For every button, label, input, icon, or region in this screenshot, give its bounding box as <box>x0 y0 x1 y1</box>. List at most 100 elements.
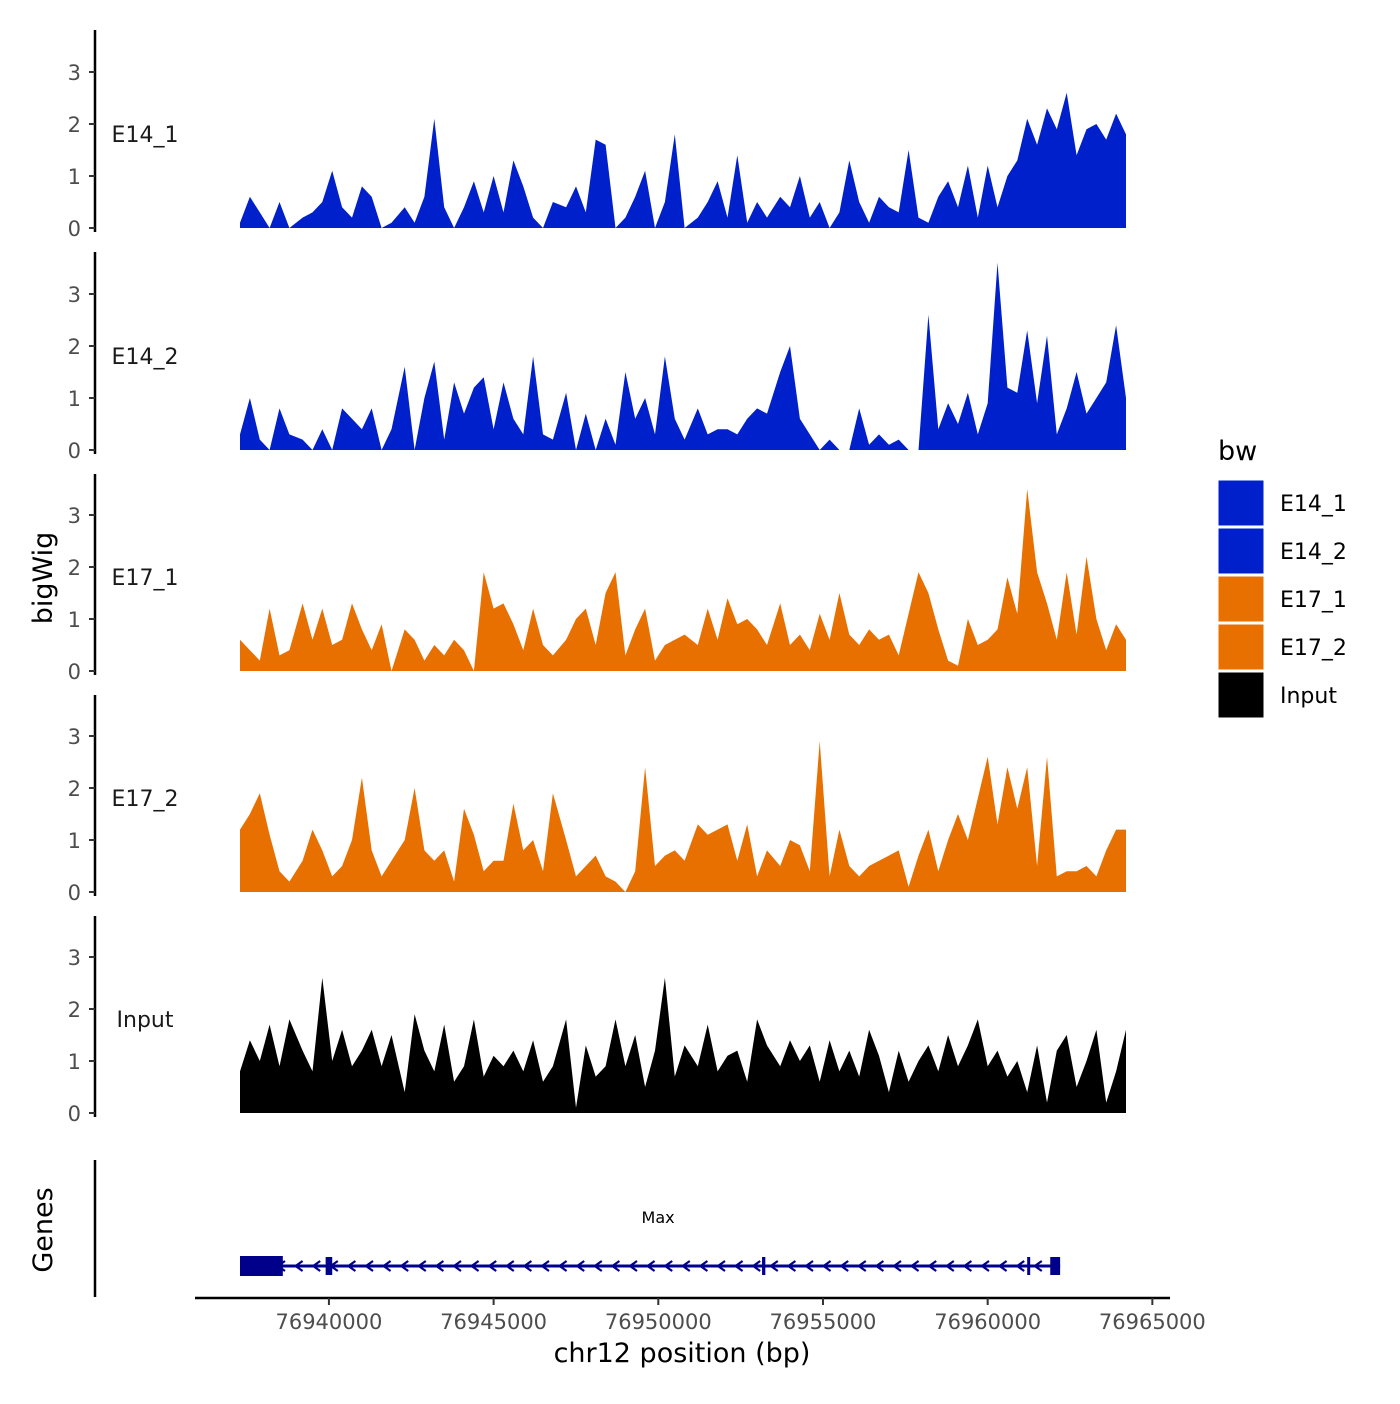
y-tick-label: 2 <box>68 113 81 137</box>
strand-arrow <box>575 1260 585 1272</box>
area-E14_1 <box>240 92 1126 228</box>
track-E14_2: 0 1 2 3 E14_2 <box>68 252 1126 463</box>
strand-arrow <box>980 1260 990 1272</box>
track-label: E17_2 <box>112 787 179 812</box>
strand-arrow <box>434 1260 445 1272</box>
strand-arrow <box>399 1260 409 1272</box>
strand-arrow <box>663 1260 673 1272</box>
x-tick-label: 76950000 <box>605 1310 712 1334</box>
strand-arrow <box>698 1260 709 1272</box>
coverage-tracks: 0 1 2 3 E14_1 0 1 2 3 E14_2 0 1 2 3 E17_1 0 1 2 3 E17_2 0 1 2 3… <box>68 30 1126 1126</box>
strand-arrow <box>821 1260 832 1272</box>
legend-item-E14_1: E14_1 <box>1217 479 1347 527</box>
strand-arrow <box>839 1260 849 1272</box>
strand-arrow <box>487 1260 497 1272</box>
y-tick-label: 0 <box>68 660 81 684</box>
strand-arrow <box>610 1260 621 1272</box>
strand-arrow <box>927 1260 937 1272</box>
gene-exon <box>762 1257 766 1275</box>
gene-panel: Max <box>93 1160 1061 1297</box>
strand-arrow <box>645 1260 656 1272</box>
strand-arrow <box>944 1260 955 1272</box>
y-tick-label: 3 <box>68 61 81 85</box>
gene-exon <box>325 1257 333 1275</box>
legend-label: E17_2 <box>1280 636 1347 661</box>
strand-arrow <box>804 1260 814 1272</box>
legend-label: E17_1 <box>1280 588 1347 613</box>
area-E17_2 <box>240 741 1126 892</box>
strand-arrow <box>680 1260 691 1272</box>
track-E17_2: 0 1 2 3 E17_2 <box>68 695 1126 905</box>
y-tick-label: 0 <box>68 1102 81 1126</box>
strand-arrow <box>909 1260 920 1272</box>
y-tick-label: 3 <box>68 504 81 528</box>
area-Input <box>240 977 1126 1113</box>
track-label: E14_2 <box>112 345 179 370</box>
y-tick-label: 0 <box>68 217 81 241</box>
track-label: E14_1 <box>112 123 179 148</box>
legend-label: E14_1 <box>1280 492 1347 517</box>
legend-item-Input: Input <box>1217 671 1337 719</box>
y-tick-label: 1 <box>68 387 81 411</box>
x-tick-label: 76965000 <box>1099 1310 1206 1334</box>
area-E17_1 <box>240 489 1126 671</box>
strand-arrow <box>592 1260 603 1272</box>
legend-item-E14_2: E14_2 <box>1217 527 1347 575</box>
strand-arrow <box>364 1260 374 1272</box>
legend-swatch <box>1217 671 1265 719</box>
x-axis-title: chr12 position (bp) <box>554 1338 811 1369</box>
y-tick-label: 3 <box>68 283 81 307</box>
legend-label: Input <box>1280 684 1337 709</box>
y-tick-label: 0 <box>68 881 81 905</box>
legend-swatch <box>1217 479 1265 527</box>
strand-arrow <box>892 1260 902 1272</box>
strand-arrow <box>997 1260 1008 1272</box>
y-axis-title: bigWig <box>28 532 59 625</box>
strand-arrow <box>856 1260 867 1272</box>
y-tick-label: 1 <box>68 1050 81 1074</box>
strand-arrow <box>416 1260 427 1272</box>
legend-label: E14_2 <box>1280 540 1347 565</box>
x-tick-label: 76945000 <box>440 1310 547 1334</box>
y-tick-label: 1 <box>68 165 81 189</box>
gene-exon <box>1027 1257 1031 1275</box>
y-tick-label: 3 <box>68 725 81 749</box>
legend: bw E14_1 E14_2 E17_1 E17_2 Input <box>1217 436 1347 719</box>
strand-arrow <box>751 1260 761 1272</box>
strand-arrow <box>346 1260 357 1272</box>
y-tick-label: 3 <box>68 946 81 970</box>
y-tick-label: 2 <box>68 777 81 801</box>
legend-swatch <box>1217 527 1265 575</box>
strand-arrow <box>311 1260 321 1272</box>
strand-arrow <box>381 1260 392 1272</box>
strand-arrow <box>293 1260 304 1272</box>
legend-item-E17_1: E17_1 <box>1217 575 1347 623</box>
legend-item-E17_2: E17_2 <box>1217 623 1347 671</box>
strand-arrow <box>540 1260 550 1272</box>
track-Input: 0 1 2 3 Input <box>68 916 1126 1126</box>
gene-label: Max <box>642 1208 675 1227</box>
strand-arrow <box>786 1260 797 1272</box>
strand-arrow <box>557 1260 568 1272</box>
y-tick-label: 2 <box>68 335 81 359</box>
legend-title: bw <box>1218 436 1257 467</box>
x-axis: 76940000 76945000 76950000 76955000 76960000… <box>195 1296 1206 1334</box>
track-label: E17_1 <box>112 566 179 591</box>
strand-arrow <box>522 1260 533 1272</box>
legend-swatch <box>1217 575 1265 623</box>
y-tick-label: 2 <box>68 556 81 580</box>
x-tick-label: 76940000 <box>275 1310 382 1334</box>
track-label: Input <box>117 1008 174 1033</box>
y-tick-label: 2 <box>68 998 81 1022</box>
x-tick-label: 76960000 <box>934 1310 1041 1334</box>
strand-arrow <box>733 1260 744 1272</box>
gene-Max: Max <box>240 1208 1061 1276</box>
strand-arrow <box>504 1260 515 1272</box>
genes-axis-title: Genes <box>28 1187 59 1272</box>
strand-arrow <box>1032 1260 1043 1272</box>
track-E17_1: 0 1 2 3 E17_1 <box>68 474 1126 684</box>
x-tick-label: 76955000 <box>770 1310 877 1334</box>
gene-exon <box>1050 1257 1061 1275</box>
y-tick-label: 0 <box>68 439 81 463</box>
